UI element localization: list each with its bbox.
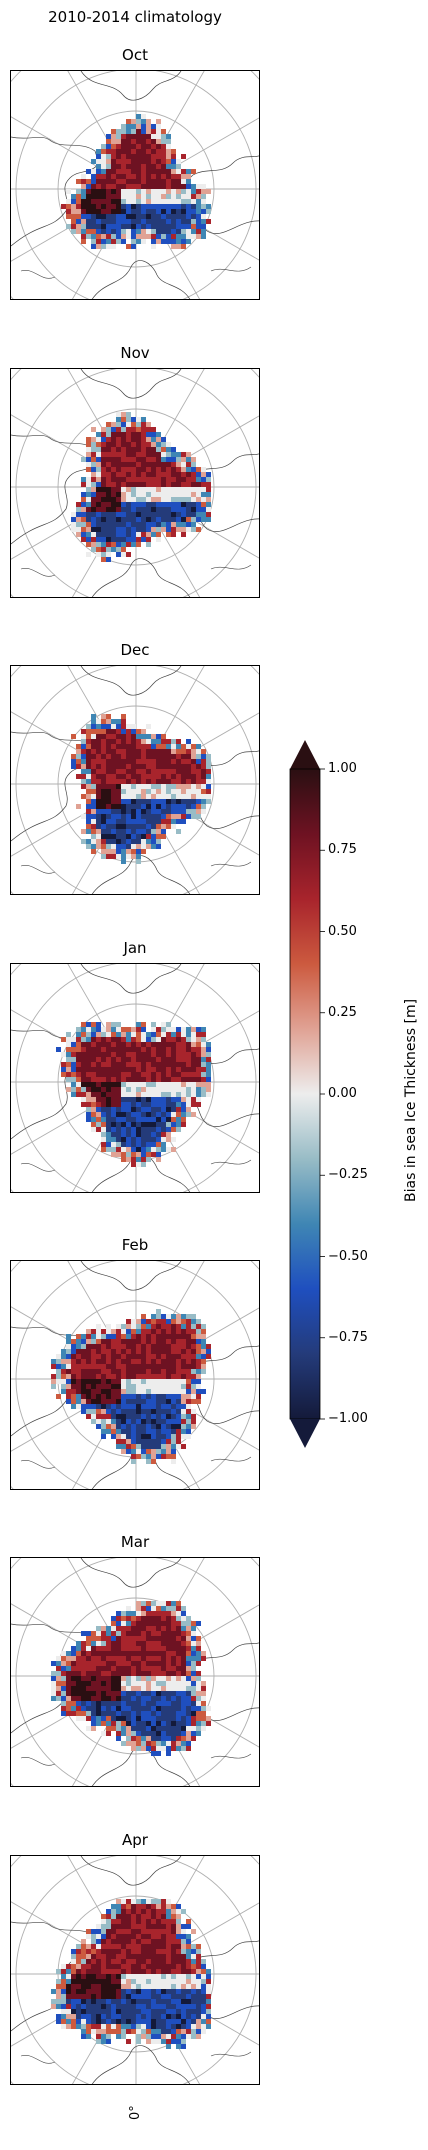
colorbar-tick-label: −1.00 <box>328 1411 368 1426</box>
colorbar-bar <box>289 768 321 1420</box>
colorbar-extend-max <box>290 740 320 769</box>
map-panel-dec <box>10 665 260 895</box>
panel-title-mar: Mar <box>120 1533 150 1551</box>
panel-title-nov: Nov <box>120 344 150 362</box>
colorbar-tick-label: 0.75 <box>328 842 357 858</box>
figure-title: 2010-2014 climatology <box>48 8 222 26</box>
map-panel-mar <box>10 1557 260 1787</box>
colorbar-label: Bias in sea Ice Thickness [m] <box>403 998 419 1202</box>
map-panel-jan <box>10 963 260 1193</box>
panel-title-oct: Oct <box>122 46 148 64</box>
map-panel-nov <box>10 368 260 598</box>
colorbar-tick-label: −0.75 <box>328 1329 368 1345</box>
longitude-label: 0° <box>128 2105 143 2120</box>
colorbar-tick-label: 0.50 <box>328 923 357 939</box>
panel-title-jan: Jan <box>123 939 147 957</box>
colorbar-tick-label: 1.00 <box>328 761 357 776</box>
panel-title-dec: Dec <box>120 641 150 659</box>
colorbar-tick-label: −0.50 <box>328 1248 368 1264</box>
map-panel-apr <box>10 1855 260 2085</box>
map-panel-feb <box>10 1260 260 1490</box>
panel-title-feb: Feb <box>121 1236 149 1254</box>
colorbar-tick-label: 0.25 <box>328 1004 357 1020</box>
map-panel-oct <box>10 70 260 300</box>
panel-title-apr: Apr <box>122 1831 148 1849</box>
colorbar-tick-label: 0.00 <box>328 1086 357 1101</box>
colorbar-extend-min <box>290 1419 320 1448</box>
colorbar-tick-label: −0.25 <box>328 1167 368 1183</box>
